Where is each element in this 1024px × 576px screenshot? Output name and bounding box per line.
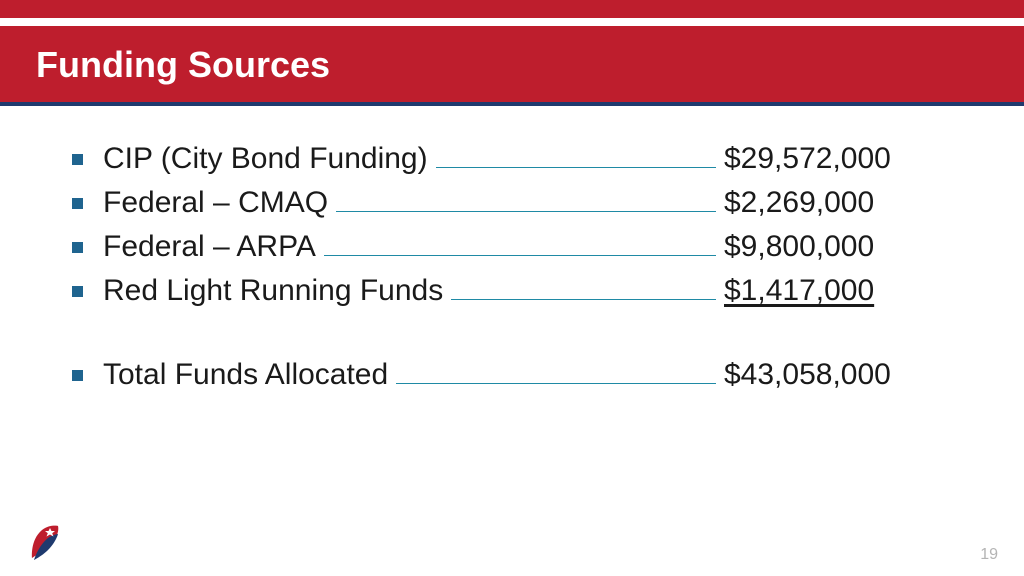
- leader-line: [451, 299, 716, 300]
- content-area: CIP (City Bond Funding) $29,572,000 Fede…: [0, 106, 1024, 392]
- funding-label: Federal – CMAQ: [103, 186, 328, 220]
- funding-value: $29,572,000: [724, 142, 944, 176]
- leader-line: [436, 167, 716, 168]
- funding-row: Red Light Running Funds $1,417,000: [72, 274, 944, 308]
- leader-line: [324, 255, 716, 256]
- logo-icon: [26, 520, 64, 564]
- funding-label: CIP (City Bond Funding): [103, 142, 428, 176]
- row-gap: [72, 318, 944, 358]
- funding-value: $1,417,000: [724, 274, 944, 308]
- funding-row: CIP (City Bond Funding) $29,572,000: [72, 142, 944, 176]
- title-bar: Funding Sources: [0, 26, 1024, 106]
- footer: 19: [0, 520, 1024, 564]
- bullet-icon: [72, 286, 83, 297]
- bullet-icon: [72, 370, 83, 381]
- funding-row: Federal – ARPA $9,800,000: [72, 230, 944, 264]
- total-row: Total Funds Allocated $43,058,000: [72, 358, 944, 392]
- page-number: 19: [980, 546, 998, 564]
- funding-value: $2,269,000: [724, 186, 944, 220]
- funding-label: Red Light Running Funds: [103, 274, 443, 308]
- leader-line: [396, 383, 716, 384]
- top-accent-strip: [0, 0, 1024, 18]
- slide-title: Funding Sources: [36, 44, 988, 86]
- funding-row: Federal – CMAQ $2,269,000: [72, 186, 944, 220]
- total-value: $43,058,000: [724, 358, 944, 392]
- leader-line: [336, 211, 716, 212]
- total-label: Total Funds Allocated: [103, 358, 388, 392]
- bullet-icon: [72, 242, 83, 253]
- funding-label: Federal – ARPA: [103, 230, 316, 264]
- funding-value: $9,800,000: [724, 230, 944, 264]
- bullet-icon: [72, 198, 83, 209]
- bullet-icon: [72, 154, 83, 165]
